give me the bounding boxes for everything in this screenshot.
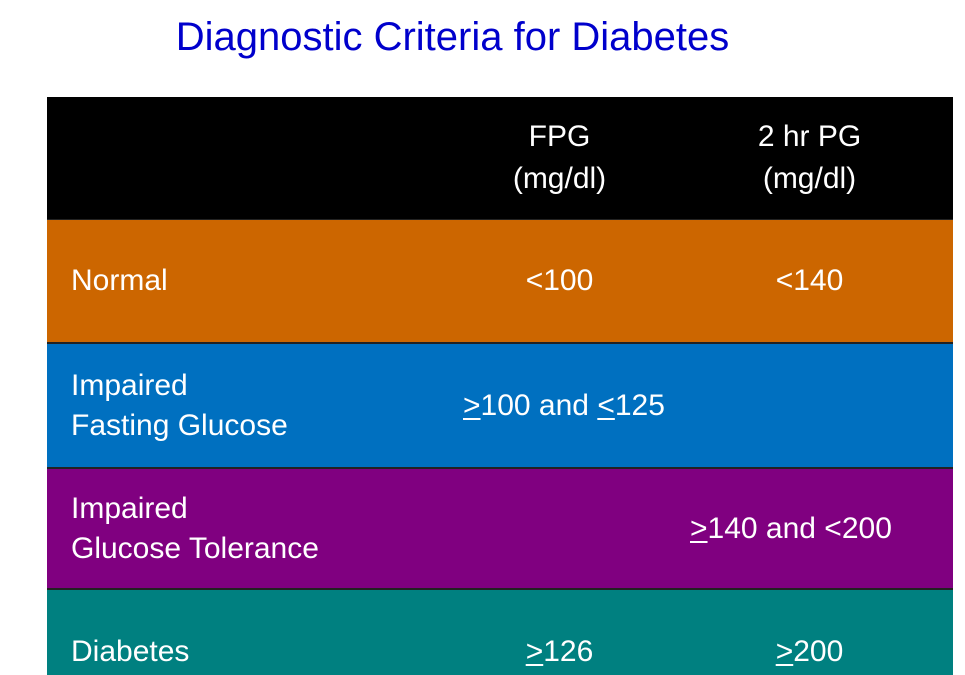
value-text: 200: [793, 635, 844, 668]
row-label-line: Impaired: [71, 368, 188, 402]
row-label-line: Glucose Tolerance: [71, 531, 319, 565]
impaired-glucose-tolerance-range: >140 and <200: [690, 469, 892, 588]
impaired-fasting-glucose-range: >100 and <125: [463, 344, 665, 467]
value-text: <100: [525, 264, 594, 297]
row-label-line: Impaired: [71, 491, 188, 525]
header-fpg-title: FPG: [528, 120, 591, 153]
table-row-impaired-glucose-tolerance: Impaired Glucose Tolerance >140 and <200: [47, 467, 953, 588]
diabetes-fpg-value: >126: [457, 590, 662, 675]
table-header-row: FPG (mg/dl) 2 hr PG (mg/dl): [47, 97, 953, 219]
less-equal-symbol: <: [597, 388, 615, 422]
row-label-line: Normal: [71, 264, 168, 297]
diagnostic-criteria-table: FPG (mg/dl) 2 hr PG (mg/dl) Normal <100 …: [47, 97, 953, 675]
row-label-normal: Normal: [71, 220, 451, 342]
value-text: <140: [775, 264, 844, 297]
range-text-end: 125: [614, 388, 665, 422]
row-label-impaired-fasting-glucose: Impaired Fasting Glucose: [71, 344, 451, 467]
table-row-diabetes: Diabetes >126 >200: [47, 588, 953, 675]
header-fpg-unit: (mg/dl): [512, 162, 607, 195]
range-text: 140 and <200: [707, 511, 892, 545]
row-label-diabetes: Diabetes: [71, 590, 451, 675]
diabetes-2hr-pg-value: >200: [707, 590, 912, 675]
table-row-normal: Normal <100 <140: [47, 219, 953, 342]
page-title: Diagnostic Criteria for Diabetes: [175, 15, 730, 59]
row-label-line: Fasting Glucose: [71, 408, 288, 442]
range-text: 100 and: [480, 388, 598, 422]
header-fpg: FPG (mg/dl): [457, 97, 662, 219]
normal-2hr-pg-value: <140: [707, 220, 912, 342]
row-label-impaired-glucose-tolerance: Impaired Glucose Tolerance: [71, 469, 451, 588]
normal-fpg-value: <100: [457, 220, 662, 342]
table-row-impaired-fasting-glucose: Impaired Fasting Glucose >100 and <125: [47, 342, 953, 467]
row-label-line: Diabetes: [71, 635, 190, 668]
header-2hr-pg-unit: (mg/dl): [762, 162, 857, 195]
header-2hr-pg-title: 2 hr PG: [757, 120, 862, 153]
greater-equal-symbol: >: [463, 388, 481, 422]
greater-equal-symbol: >: [775, 635, 794, 668]
greater-equal-symbol: >: [690, 511, 708, 545]
header-2hr-pg: 2 hr PG (mg/dl): [707, 97, 912, 219]
greater-equal-symbol: >: [525, 635, 544, 668]
value-text: 126: [543, 635, 594, 668]
